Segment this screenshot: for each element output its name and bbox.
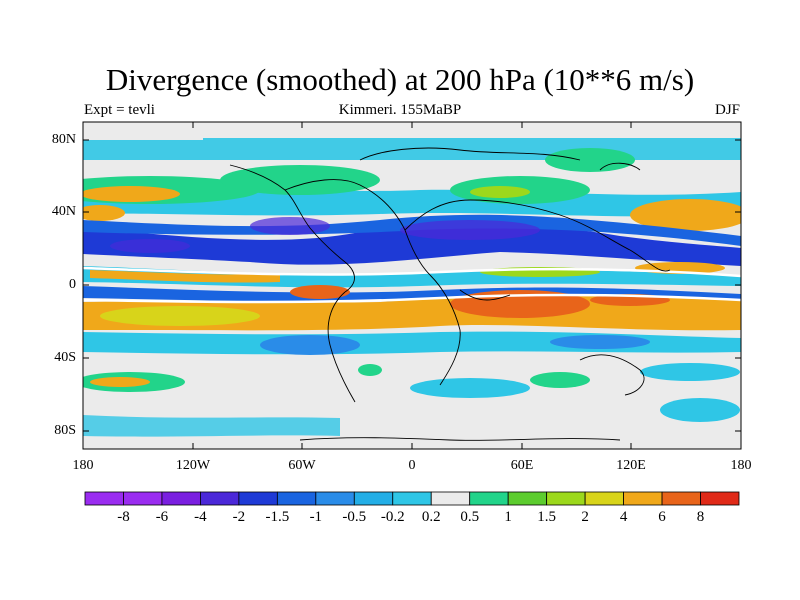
colorbar-label: 8 <box>696 509 705 525</box>
colorbar-box <box>161 491 201 506</box>
colorbar-label: -2 <box>232 509 246 525</box>
lon-label-0: 0 <box>408 458 416 473</box>
colorbar-label: -1 <box>309 509 323 525</box>
colorbar-box <box>430 491 471 506</box>
colorbar-box <box>661 491 701 506</box>
colorbar-box <box>469 491 509 506</box>
lon-label-60e: 60E <box>510 458 534 473</box>
colorbar-label: 1 <box>504 509 512 525</box>
lon-label-180e: 180 <box>730 458 752 473</box>
season-label: DJF <box>714 102 740 118</box>
lat-label-80n: 80N <box>51 132 76 147</box>
period-label: Kimmeri. 155MaBP <box>338 102 462 118</box>
lon-label-180w: 180 <box>72 458 94 473</box>
lon-label-120w: 120W <box>175 458 211 473</box>
colorbar-box <box>123 491 163 506</box>
colorbar-label: 2 <box>581 509 589 525</box>
experiment-label: Expt = tevli <box>84 102 155 118</box>
colorbar-label: -6 <box>155 509 169 525</box>
colorbar-label: 1.5 <box>537 509 557 525</box>
colorbar-label: -0.2 <box>380 509 405 525</box>
colorbar-label: -0.5 <box>342 509 367 525</box>
colorbar-label: -4 <box>194 509 207 525</box>
divergence-field <box>83 122 741 449</box>
colorbar-box <box>392 491 432 506</box>
lat-label-80s: 80S <box>54 423 76 438</box>
colorbar-label: 6 <box>658 509 666 525</box>
axis-ticks <box>83 122 741 449</box>
colorbar-label: -1.5 <box>265 509 290 525</box>
colorbar-box <box>84 491 124 506</box>
colorbar-box <box>623 491 663 506</box>
colorbar <box>84 491 740 506</box>
colorbar-box <box>276 491 317 506</box>
colorbar-label: -8 <box>117 509 130 525</box>
colorbar-label: 0.5 <box>460 509 480 525</box>
colorbar-label: 4 <box>619 509 628 525</box>
colorbar-box <box>584 491 624 506</box>
lon-label-120e: 120E <box>616 458 646 473</box>
plot-title: Divergence (smoothed) at 200 hPa (10**6 … <box>105 62 695 97</box>
colorbar-box <box>353 491 394 506</box>
lat-label-40s: 40S <box>54 350 76 365</box>
lat-label-0: 0 <box>69 277 76 292</box>
lat-label-40n: 40N <box>51 204 76 219</box>
colorbar-box <box>238 491 278 506</box>
colorbar-box <box>546 491 586 506</box>
colorbar-box <box>200 491 240 506</box>
colorbar-box <box>315 491 355 506</box>
coastlines <box>229 147 671 441</box>
colorbar-label: 0.2 <box>421 509 441 525</box>
colorbar-box <box>700 491 740 506</box>
lon-label-60w: 60W <box>288 458 316 473</box>
colorbar-box <box>507 491 548 506</box>
